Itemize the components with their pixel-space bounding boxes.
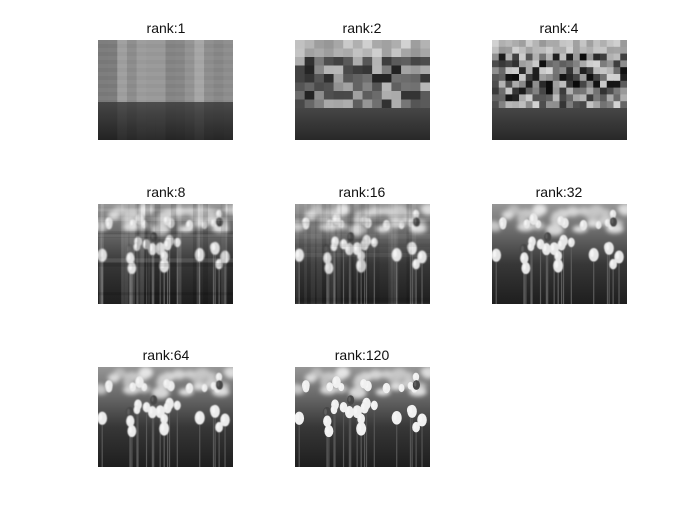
image-panel-rank-64	[98, 367, 233, 467]
image-panel-rank-1	[98, 40, 233, 140]
reconstruction-image	[492, 204, 627, 304]
reconstruction-image	[295, 367, 430, 467]
panel-title-rank-8: rank:8	[146, 184, 186, 200]
image-panel-rank-8	[98, 204, 233, 304]
reconstruction-image	[295, 204, 430, 304]
panel-title-rank-16: rank:16	[338, 184, 386, 200]
image-panel-rank-4	[492, 40, 627, 140]
reconstruction-image	[98, 204, 233, 304]
panel-title-rank-4: rank:4	[539, 20, 579, 36]
image-panel-rank-16	[295, 204, 430, 304]
image-panel-rank-2	[295, 40, 430, 140]
panel-title-rank-2: rank:2	[342, 20, 382, 36]
panel-title-rank-64: rank:64	[142, 347, 190, 363]
reconstruction-image	[492, 40, 627, 140]
panel-title-rank-1: rank:1	[146, 20, 186, 36]
reconstruction-image	[295, 40, 430, 140]
image-panel-rank-120	[295, 367, 430, 467]
reconstruction-image	[98, 367, 233, 467]
panel-title-rank-32: rank:32	[535, 184, 583, 200]
image-panel-rank-32	[492, 204, 627, 304]
reconstruction-image	[98, 40, 233, 140]
panel-title-rank-120: rank:120	[334, 347, 390, 363]
